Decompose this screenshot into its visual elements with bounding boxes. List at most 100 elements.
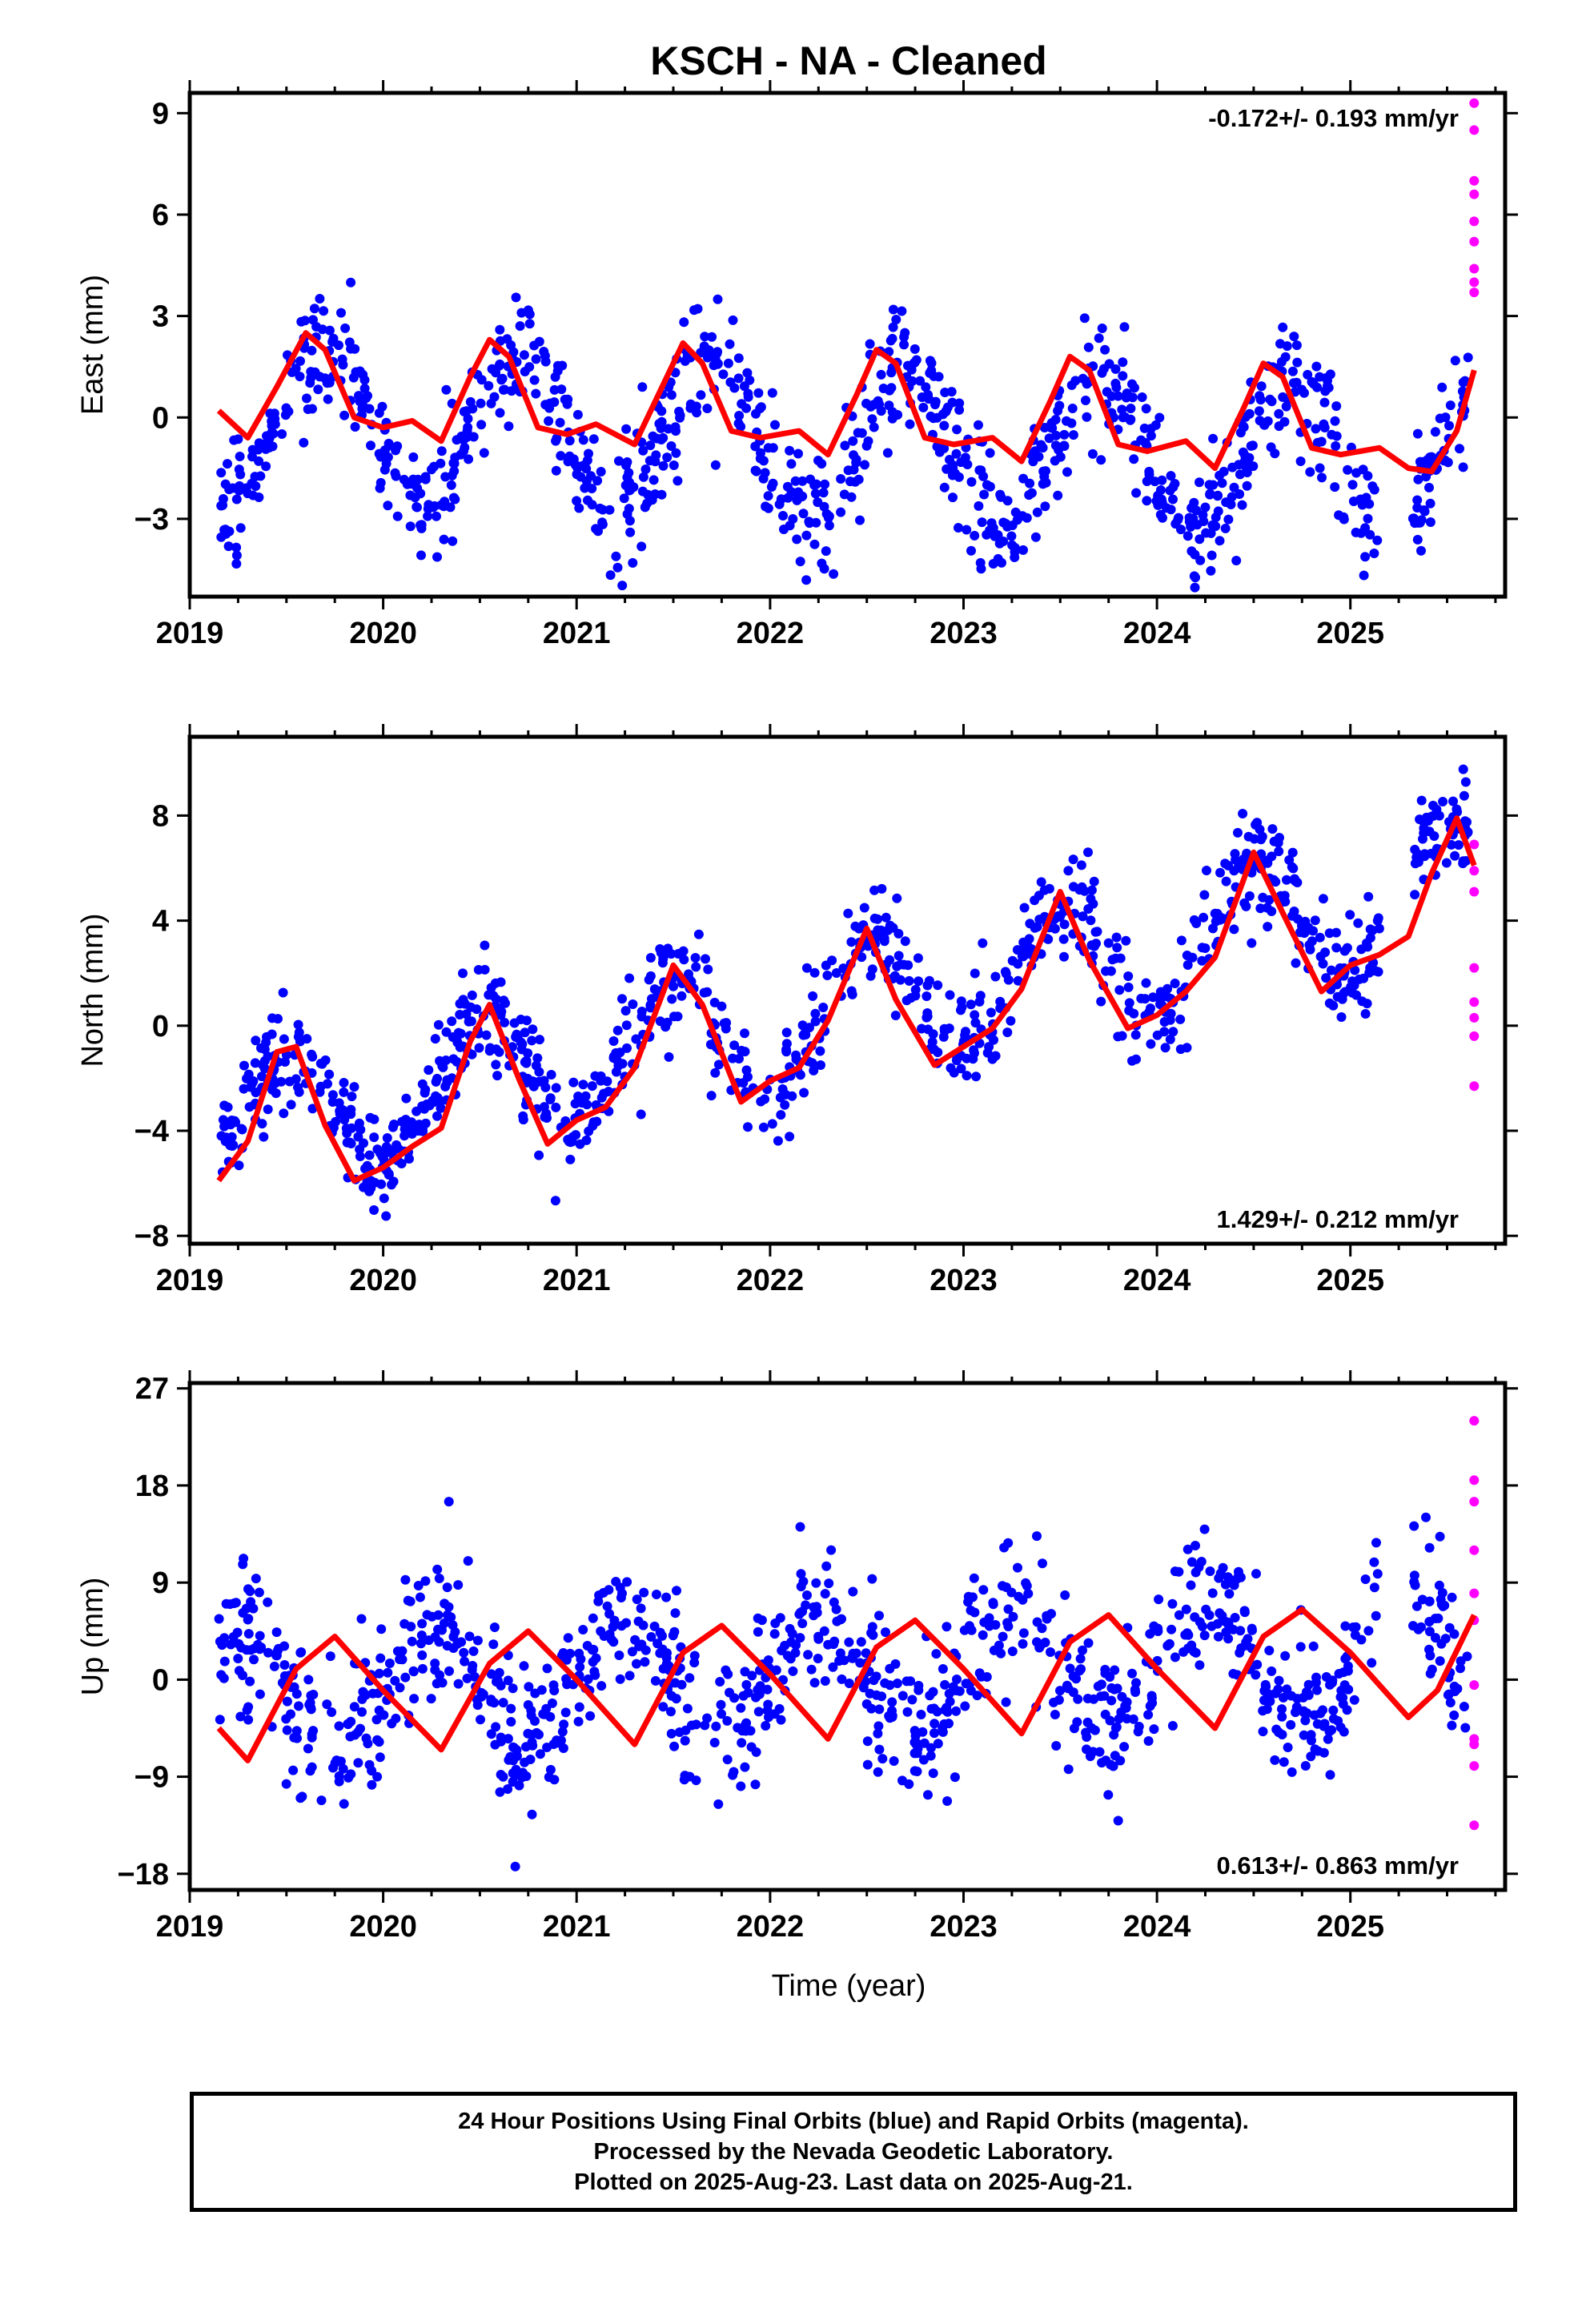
final-orbit-point (622, 1043, 632, 1053)
final-orbit-point (1458, 462, 1468, 472)
final-orbit-point (1189, 497, 1199, 508)
final-orbit-point (876, 406, 886, 416)
final-orbit-point (614, 1651, 624, 1660)
final-orbit-point (1291, 958, 1301, 968)
final-orbit-point (1215, 536, 1225, 546)
final-orbit-point (1032, 507, 1042, 517)
final-orbit-point (1030, 446, 1040, 456)
final-orbit-point (1119, 1742, 1130, 1752)
final-orbit-point (286, 1709, 295, 1719)
final-orbit-point (417, 1663, 428, 1674)
final-orbit-point (220, 525, 231, 535)
final-orbit-point (736, 1703, 746, 1713)
final-orbit-point (666, 1707, 676, 1717)
final-orbit-point (954, 398, 965, 408)
final-orbit-point (1238, 809, 1248, 818)
final-orbit-point (777, 1646, 787, 1655)
final-orbit-point (254, 1587, 264, 1598)
final-orbit-point (1229, 482, 1239, 493)
final-orbit-point (1106, 1695, 1117, 1706)
final-orbit-point (518, 1115, 528, 1125)
final-orbit-point (1051, 1741, 1062, 1751)
final-orbit-point (459, 1647, 469, 1658)
final-orbit-point (881, 912, 891, 923)
final-orbit-point (353, 1758, 363, 1768)
final-orbit-point (1182, 960, 1193, 970)
final-orbit-point (448, 536, 458, 546)
final-orbit-point (346, 1769, 356, 1779)
final-orbit-point (476, 1687, 487, 1698)
final-orbit-point (1113, 1031, 1123, 1042)
final-orbit-point (859, 903, 869, 913)
final-orbit-point (702, 1713, 713, 1723)
final-orbit-point (900, 936, 910, 947)
final-orbit-point (480, 940, 490, 951)
final-orbit-point (887, 1697, 897, 1707)
final-orbit-point (902, 1707, 913, 1717)
final-orbit-point (496, 1736, 506, 1747)
final-orbit-point (869, 1675, 879, 1686)
final-orbit-point (1191, 1647, 1201, 1658)
final-orbit-point (998, 1581, 1007, 1591)
final-orbit-point (1425, 452, 1435, 462)
final-orbit-point (276, 1076, 287, 1087)
x-tick-label: 2022 (737, 1910, 805, 1944)
final-orbit-point (837, 1674, 847, 1684)
final-orbit-point (535, 1035, 544, 1045)
final-orbit-point (797, 1606, 808, 1617)
final-orbit-point (1324, 1727, 1335, 1737)
final-orbit-point (1038, 443, 1048, 453)
final-orbit-point (893, 928, 904, 939)
final-orbit-point (581, 464, 592, 474)
final-orbit-point (511, 292, 521, 303)
final-orbit-point (975, 991, 986, 1001)
final-orbit-point (1166, 471, 1176, 481)
final-orbit-point (871, 1690, 881, 1700)
final-orbit-point (798, 1576, 809, 1586)
final-orbit-point (353, 1132, 363, 1142)
final-orbit-point (538, 1709, 548, 1719)
final-orbit-point (1148, 992, 1158, 1003)
final-orbit-point (678, 946, 689, 956)
final-orbit-point (885, 1713, 895, 1723)
rapid-orbit-point (1469, 1761, 1480, 1771)
final-orbit-point (691, 1719, 701, 1730)
final-orbit-point (648, 475, 659, 485)
final-orbit-point (652, 1638, 663, 1649)
final-orbit-point (767, 388, 777, 398)
final-orbit-point (790, 476, 801, 486)
final-orbit-point (382, 1143, 392, 1153)
final-orbit-point (801, 575, 812, 585)
final-orbit-point (866, 1703, 877, 1714)
final-orbit-point (970, 530, 980, 541)
final-orbit-point (374, 1705, 384, 1715)
final-orbit-point (1339, 1680, 1350, 1691)
final-orbit-point (334, 340, 343, 351)
final-orbit-point (933, 980, 943, 991)
final-orbit-point (1165, 1034, 1175, 1044)
final-orbit-point (233, 434, 243, 444)
final-orbit-point (235, 480, 245, 491)
y-tick-label: 4 (152, 905, 169, 939)
final-orbit-point (400, 1574, 411, 1585)
final-orbit-point (966, 545, 976, 556)
final-orbit-point (1274, 846, 1284, 857)
final-orbit-point (680, 1771, 690, 1781)
final-orbit-point (810, 489, 821, 499)
final-orbit-point (1447, 1720, 1457, 1731)
final-orbit-point (1259, 1695, 1269, 1706)
final-orbit-point (1103, 938, 1114, 948)
final-orbit-point (924, 975, 934, 986)
final-orbit-point (1436, 1638, 1447, 1649)
final-orbit-point (574, 503, 584, 513)
final-orbit-point (573, 1716, 584, 1727)
final-orbit-point (1104, 359, 1114, 369)
final-orbit-point (713, 1059, 724, 1070)
final-orbit-point (1345, 910, 1355, 920)
final-orbit-point (592, 1116, 602, 1127)
final-orbit-point (1086, 894, 1096, 904)
y-tick-label: 0 (152, 401, 169, 435)
final-orbit-point (1318, 959, 1328, 969)
final-orbit-point (792, 494, 802, 505)
final-orbit-point (671, 448, 681, 458)
